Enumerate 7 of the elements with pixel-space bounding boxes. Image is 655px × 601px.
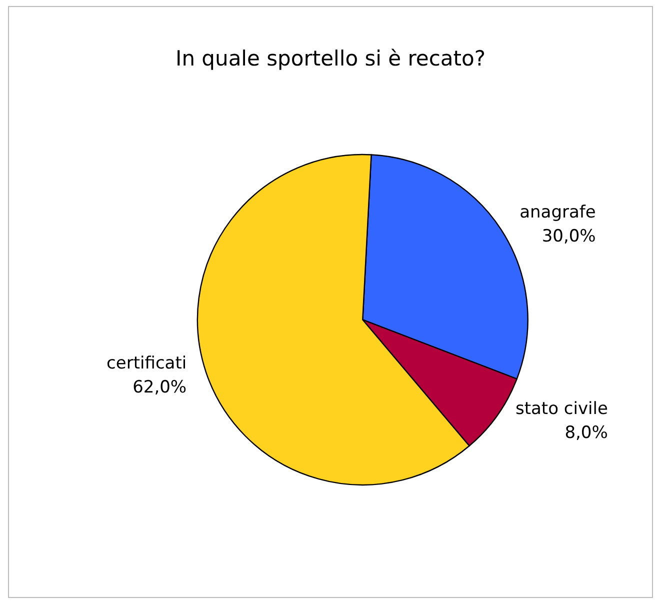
slice-label: stato civile (515, 399, 608, 420)
data-label: 8,0% (564, 423, 608, 444)
chart-title: In quale sportello si è recato? (176, 46, 486, 70)
data-label: 30,0% (542, 226, 596, 246)
data-label: 62,0% (132, 378, 187, 398)
slice-label: certificati (106, 354, 187, 374)
slice-label: anagrafe (520, 202, 596, 222)
